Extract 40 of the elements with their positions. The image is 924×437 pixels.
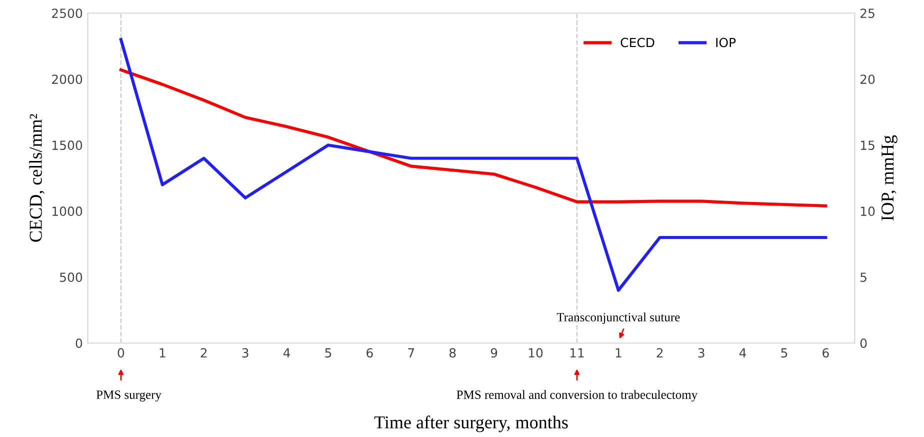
annotation: Transconjunctival suture xyxy=(556,312,680,324)
x-tick-label: 6 xyxy=(822,348,829,358)
y-tick-label: 500 xyxy=(60,272,82,282)
x-tick-label: 10 xyxy=(528,348,543,358)
y2-tick-label: 5 xyxy=(860,272,866,282)
text: PMS surgery xyxy=(96,390,162,402)
y-tick-label: 0 xyxy=(76,338,82,348)
y2-tick-label: 10 xyxy=(860,206,875,216)
x-tick-label: 5 xyxy=(325,348,332,358)
x-tick-label: 4 xyxy=(283,348,290,358)
y2-axis-title: IOP, mmHg xyxy=(882,135,898,221)
y-tick-label: 2000 xyxy=(52,74,82,84)
x-tick-label: 2 xyxy=(200,348,207,358)
x-axis-title: Time after surgery, months xyxy=(374,416,568,432)
x-tick-label: 8 xyxy=(449,348,456,358)
x-tick-label: 3 xyxy=(242,348,248,358)
x-tick-label: 11 xyxy=(570,348,584,358)
y2-tick-label: 0 xyxy=(860,338,867,348)
line-series xyxy=(119,68,828,208)
y2-tick-label: 25 xyxy=(860,8,874,18)
x-tick-label: 1 xyxy=(160,348,166,358)
y2-tick-label: 15 xyxy=(860,140,874,150)
text: PMS removal and conversion to trabeculectomy xyxy=(456,390,698,402)
y2-tick-label: 20 xyxy=(860,74,875,84)
x-tick-label: 4 xyxy=(739,348,746,358)
y-axis-title: CECD, cells/mm² xyxy=(29,114,44,242)
x-tick-label: 6 xyxy=(366,348,373,358)
legend-label: CECD xyxy=(620,38,654,48)
x-tick-label: 0 xyxy=(118,348,124,358)
line-series xyxy=(119,38,828,292)
legend-label: IOP xyxy=(716,38,736,48)
x-tick-label: 3 xyxy=(698,348,704,358)
y-tick-label: 1000 xyxy=(52,206,82,216)
x-tick-label: 1 xyxy=(616,348,622,358)
x-tick-label: 9 xyxy=(490,348,498,358)
x-tick-label: 2 xyxy=(656,348,663,358)
x-tick-label: 5 xyxy=(781,348,788,358)
y-tick-label: 1500 xyxy=(52,140,82,150)
x-tick-label: 7 xyxy=(408,348,414,358)
y-tick-label: 2500 xyxy=(52,8,82,18)
